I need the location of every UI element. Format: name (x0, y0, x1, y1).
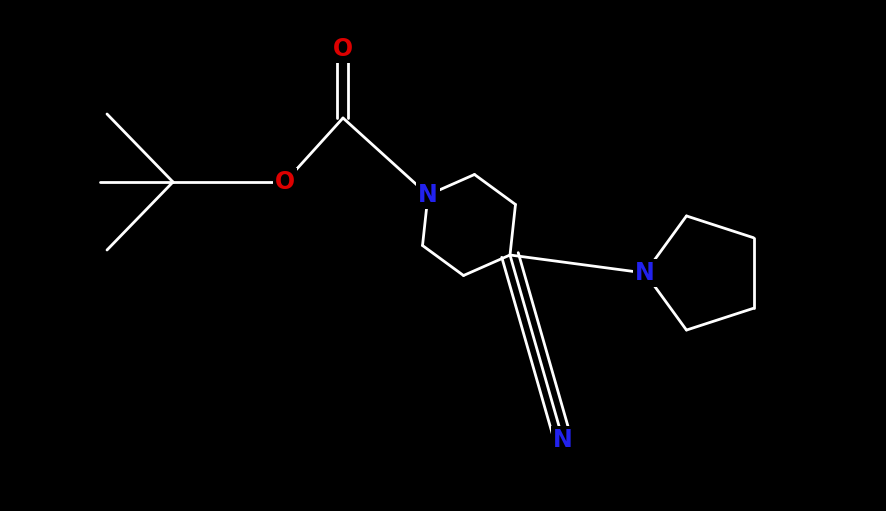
Text: N: N (635, 261, 655, 285)
Text: N: N (418, 183, 438, 207)
Text: N: N (553, 428, 573, 452)
Text: O: O (275, 170, 295, 194)
Text: O: O (333, 37, 353, 61)
